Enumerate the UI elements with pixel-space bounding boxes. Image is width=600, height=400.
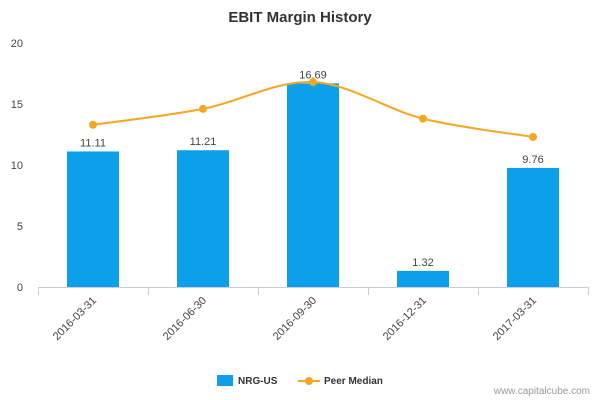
bar-data-label: 11.11: [80, 137, 106, 149]
peer-median-point: [529, 132, 537, 141]
y-tick-label: 5: [17, 221, 23, 233]
bar-data-label: 9.76: [522, 154, 543, 166]
x-tick-label: 2016-03-31: [51, 295, 99, 343]
peer-median-point: [419, 114, 427, 123]
bar-data-label: 11.21: [190, 136, 217, 148]
bar-nrg-us: [397, 270, 449, 287]
bar-nrg-us: [507, 167, 559, 287]
bars-group: 11.11 11.21 16.69 1.32 9.76: [67, 69, 559, 287]
legend-swatch-nrg-us: [217, 375, 233, 386]
x-tick-label: 2016-09-30: [271, 295, 319, 343]
legend: NRG-US Peer Median: [217, 375, 383, 387]
y-tick-label: 0: [17, 282, 23, 294]
bar-nrg-us: [67, 151, 119, 287]
chart-title: EBIT Margin History: [228, 9, 372, 26]
x-tick-label: 2017-03-31: [491, 295, 539, 343]
y-tick-label: 20: [11, 38, 23, 50]
legend-label-nrg-us: NRG-US: [238, 376, 278, 387]
source-credit: www.capitalcube.com: [493, 386, 590, 397]
peer-median-line-group: [89, 78, 537, 141]
peer-median-point: [199, 104, 207, 113]
peer-median-point: [309, 78, 317, 87]
peer-median-point: [89, 120, 97, 129]
bar-nrg-us: [177, 150, 229, 287]
x-tick-label: 2016-12-31: [381, 295, 429, 343]
bar-nrg-us: [287, 83, 339, 287]
legend-swatch-peer-median-marker: [305, 377, 313, 385]
x-tick-label: 2016-06-30: [161, 295, 209, 343]
legend-label-peer-median: Peer Median: [324, 376, 383, 387]
y-tick-label: 10: [11, 160, 23, 172]
bar-data-label: 1.32: [412, 257, 433, 269]
y-tick-label: 15: [11, 99, 23, 111]
bar-data-label: 16.69: [299, 69, 327, 81]
